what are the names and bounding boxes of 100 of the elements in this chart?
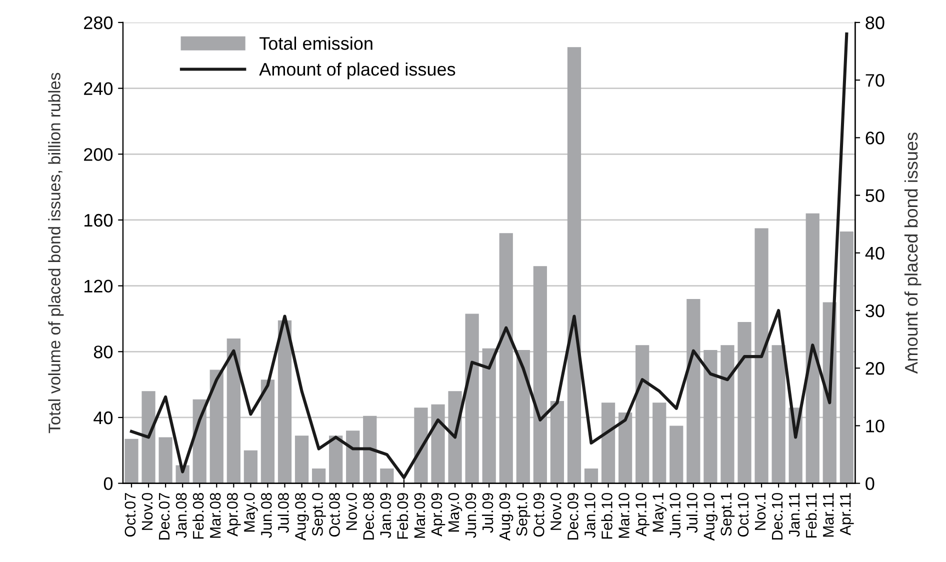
x-tick-label: Oct.08: [329, 493, 340, 537]
y2-tick-label: 10: [866, 420, 884, 432]
x-tick-label: Dec.07: [158, 493, 170, 540]
x-tick-label: Feb.08: [192, 493, 204, 539]
bar: [738, 322, 752, 484]
bar: [720, 345, 734, 484]
x-tick-label: Jan.08: [176, 493, 187, 538]
bar: [636, 345, 650, 484]
x-tick-label: Oct.10: [738, 492, 749, 537]
bar: [482, 348, 496, 484]
bar: [652, 402, 666, 484]
y2-tick-label: 60: [866, 132, 884, 144]
bar: [533, 266, 547, 484]
x-tick-label: Jan.09: [380, 493, 392, 538]
x-tick-label: Mar.10: [618, 492, 630, 538]
bar: [380, 468, 394, 484]
x-tick-label: Dec.08: [363, 493, 374, 540]
y2-tick-label: 20: [866, 362, 884, 375]
bar: [806, 213, 820, 484]
x-tick-label: Mar.11: [823, 493, 834, 537]
x-tick-label: Dec.09: [568, 493, 578, 540]
x-tick-label: Sept.0: [312, 492, 326, 536]
y2-tick-label: 80: [866, 16, 884, 30]
x-tick-label: Jun.10: [670, 492, 680, 538]
bar: [329, 436, 343, 484]
bar: [278, 320, 292, 484]
x-tick-label: Sept.1: [720, 493, 735, 536]
y-tick-label: 280: [84, 16, 113, 30]
y-tick-label: 120: [84, 280, 113, 293]
y2-tick-label: 70: [866, 74, 884, 87]
x-tick-label: Nov.0: [346, 492, 357, 530]
x-tick-label: Jan.11: [789, 493, 800, 537]
x-tick-label: Apr.09: [431, 493, 446, 536]
bar: [499, 233, 513, 484]
bar: [465, 314, 479, 484]
y-tick-label: 80: [94, 346, 113, 358]
bar: [686, 298, 700, 484]
x-tick-label: Apr.10: [636, 492, 650, 536]
x-tick-label: Jul.09: [482, 493, 494, 533]
legend-label: Total emission: [260, 36, 372, 50]
bar: [601, 402, 616, 484]
bar: [618, 412, 632, 484]
x-tick-label: Mar.09: [414, 493, 426, 538]
x-tick-label: Aug.10: [704, 492, 718, 541]
y2-tick-label: 50: [866, 189, 884, 202]
y2-tick-label: 0: [866, 477, 874, 490]
bar: [260, 380, 275, 484]
bar: [772, 345, 786, 484]
bar: [210, 370, 224, 484]
bar: [158, 437, 172, 484]
x-tick-label: Nov.0: [550, 492, 562, 530]
bar: [550, 401, 564, 484]
x-tick-label: Jun.08: [261, 493, 272, 538]
x-tick-label: Aug.09: [499, 493, 514, 541]
x-tick-label: Nov.1: [754, 493, 766, 530]
bar: [226, 338, 240, 484]
x-tick-label: Sept.0: [516, 492, 530, 536]
bar: [567, 47, 582, 484]
y-tick-label: 200: [84, 148, 113, 161]
x-tick-label: Feb.11: [805, 493, 817, 538]
x-tick-label: May.0: [244, 492, 258, 532]
x-tick-label: Dec.10: [772, 492, 783, 540]
x-tick-label: Jul.08: [278, 493, 289, 533]
y2-axis-title: Amount of placed bond issues: [904, 132, 922, 374]
bar: [312, 468, 326, 484]
y-axis-title: Total volume of placed bond issues, billion rubles: [48, 72, 64, 434]
bar: [840, 232, 854, 484]
y-tick-label: 240: [84, 82, 113, 96]
y-tick-label: 160: [84, 214, 113, 227]
line-series: [130, 32, 848, 480]
x-tick-label: Oct.07: [124, 493, 136, 537]
y-tick-label: 40: [94, 411, 113, 424]
bar: [670, 426, 684, 484]
x-tick-label: Mar.08: [210, 493, 221, 538]
bar: [414, 408, 428, 484]
y2-tick-label: 30: [866, 304, 884, 318]
x-tick-label: Jul.10: [686, 492, 698, 533]
bar: [754, 228, 768, 484]
x-tick-label: May.0: [448, 492, 462, 532]
bar: [431, 404, 445, 484]
bar: [516, 350, 530, 484]
x-tick-label: Aug.08: [295, 493, 309, 541]
x-tick-label: May.1: [652, 493, 666, 532]
x-tick-label: Nov.0: [142, 492, 153, 530]
x-tick-label: Jun.09: [465, 493, 476, 538]
x-tick-label: Feb.09: [396, 493, 408, 539]
y2-tick-label: 40: [865, 246, 884, 260]
bar: [294, 436, 309, 484]
bar: [584, 468, 598, 484]
bar: [704, 350, 718, 484]
x-tick-label: Apr.11: [840, 493, 854, 536]
bar: [244, 450, 258, 484]
bar: [363, 416, 377, 484]
x-tick-label: Oct.09: [533, 493, 544, 537]
bar: [346, 430, 360, 484]
x-tick-label: Feb.10: [601, 492, 612, 539]
x-tick-label: Apr.08: [226, 493, 241, 536]
bar: [124, 438, 138, 484]
bar: [448, 391, 462, 484]
legend-label: Amount of placed issues: [259, 62, 456, 80]
